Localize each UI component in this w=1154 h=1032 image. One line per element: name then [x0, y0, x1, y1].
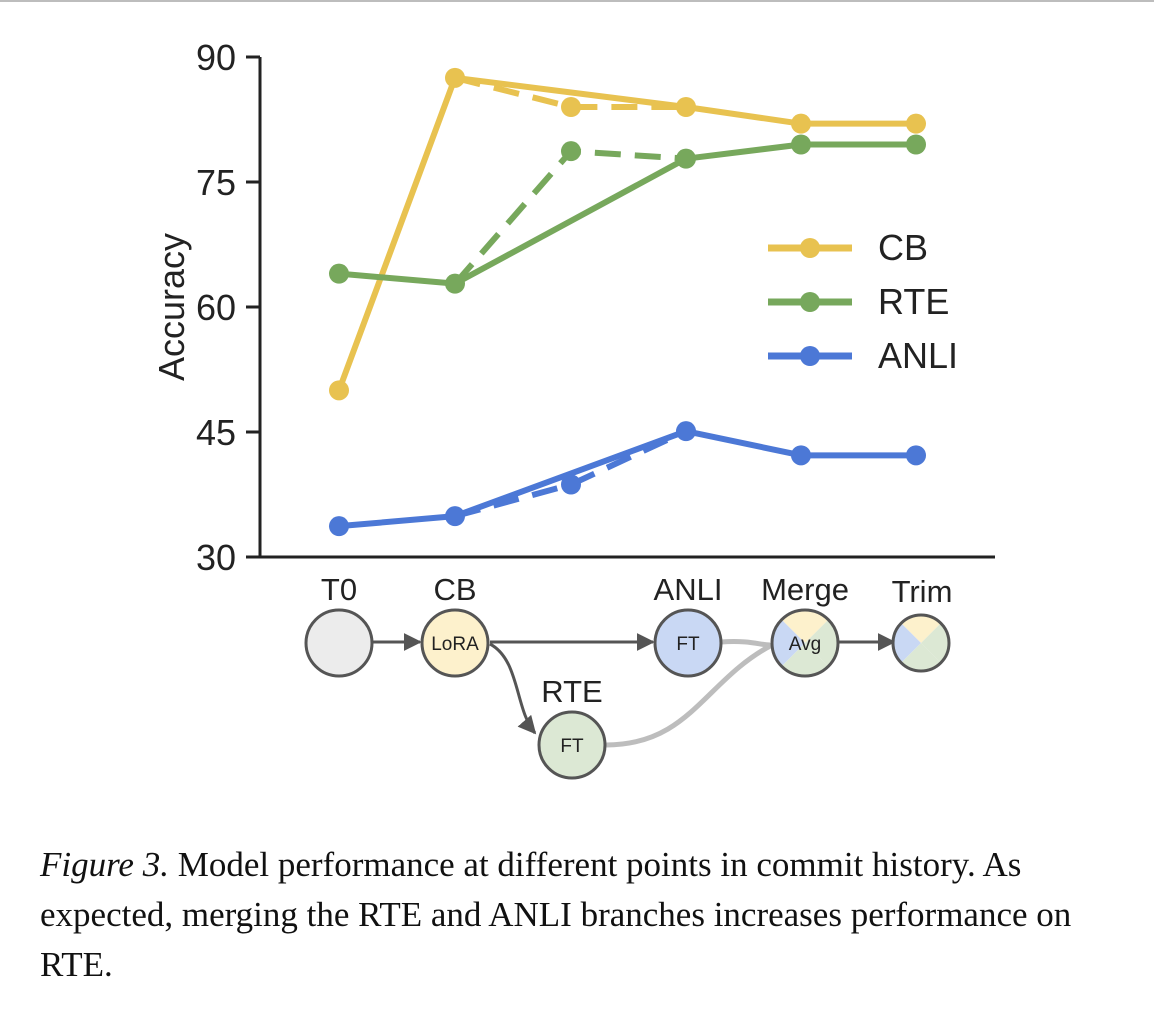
graph-label-merge: Merge [761, 572, 849, 607]
top-rule [0, 0, 1154, 2]
legend-cb-marker [800, 238, 820, 258]
point-rte-trim [906, 134, 926, 155]
graph-label-t0: T0 [321, 572, 357, 607]
point-anli-trim [906, 445, 926, 466]
point-cb-anli [676, 97, 696, 117]
point-anli-t0 [329, 516, 349, 537]
graph-label-trim: Trim [892, 574, 953, 609]
point-rte-merge [791, 134, 811, 155]
legend-rte-marker [800, 292, 820, 312]
node-cb-label: LoRA [431, 634, 479, 655]
y-tick-label-75: 75 [196, 162, 236, 203]
graph-label-anli: ANLI [654, 572, 723, 607]
series-anli-main-line [338, 428, 916, 530]
node-anli [653, 608, 723, 678]
node-merge [770, 608, 840, 678]
legend-anli-marker [800, 346, 820, 366]
point-rte-anli [676, 148, 696, 169]
y-tick-label-45: 45 [196, 412, 236, 453]
legend-cb-label: CB [878, 227, 928, 268]
point-anli-rte [561, 474, 581, 495]
edge-rte-merge [605, 642, 774, 748]
caption-text: Model performance at different points in… [40, 845, 1072, 984]
node-anli-label: FT [676, 634, 700, 655]
y-tick-label-60: 60 [196, 287, 236, 328]
node-rte [537, 710, 607, 780]
point-cb-cb [445, 67, 465, 88]
edge-cb-rte [489, 642, 537, 735]
legend-anli-label: ANLI [878, 335, 958, 376]
edge-anli-merge [720, 639, 771, 648]
point-rte-rte [561, 141, 581, 162]
point-anli-anli [676, 421, 696, 442]
y-tick-label-30: 30 [196, 537, 236, 578]
graph-label-rte: RTE [541, 674, 602, 709]
point-cb-trim [906, 113, 926, 134]
y-axis-label: Accuracy [151, 233, 192, 381]
point-rte-t0 [329, 263, 349, 284]
y-tick-label-90: 90 [196, 37, 236, 78]
point-anli-merge [791, 445, 811, 466]
point-cb-t0 [329, 380, 349, 401]
point-rte-cb [445, 273, 465, 294]
point-anli-cb [445, 506, 465, 527]
node-rte-label: FT [560, 736, 584, 757]
legend-rte-label: RTE [878, 281, 949, 322]
node-cb [420, 608, 490, 678]
node-merge-label: Avg [789, 634, 821, 655]
series-cb-main-line [336, 74, 916, 392]
node-trim [891, 613, 951, 673]
figure-caption: Figure 3. Model performance at different… [40, 840, 1120, 990]
point-cb-rte [561, 97, 581, 117]
figure: 30 45 60 75 90 Accuracy CB RTE ANLI LoRA FT FT… [151, 37, 995, 780]
caption-label: Figure 3. [40, 845, 169, 884]
point-cb-merge [791, 113, 811, 134]
graph-label-cb: CB [433, 572, 476, 607]
node-t0 [304, 608, 374, 678]
